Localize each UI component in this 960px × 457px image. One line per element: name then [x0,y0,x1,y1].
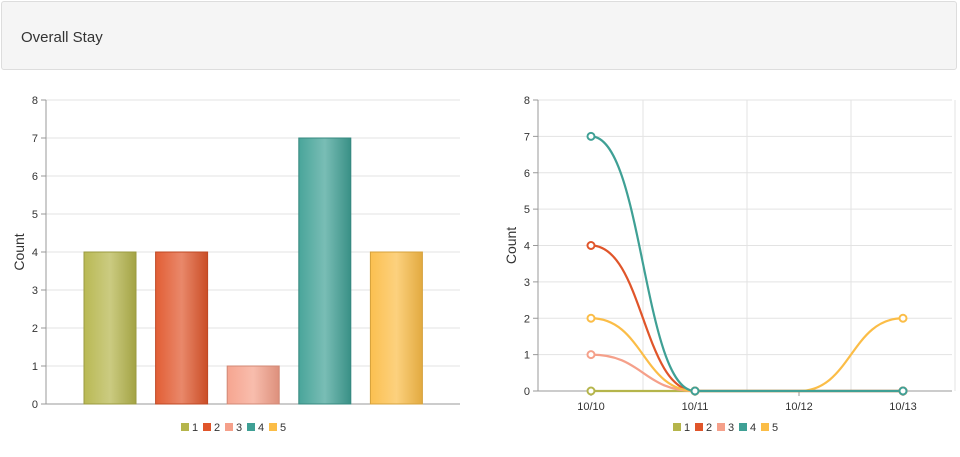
legend-swatch [739,423,747,431]
data-point [898,313,908,323]
y-tick-label: 6 [32,171,38,183]
y-tick-label: 5 [524,204,530,216]
y-tick-label: 1 [524,350,530,362]
y-tick-label: 2 [524,313,530,325]
data-point [586,313,596,323]
y-tick-label: 4 [524,241,530,253]
y-axis-title: Count [503,227,519,264]
legend-label: 3 [728,422,734,434]
legend-label: 4 [258,422,264,434]
panel-header: Overall Stay [1,1,957,70]
y-tick-label: 7 [32,133,38,145]
data-point [586,241,596,250]
bar [298,137,352,405]
legend-swatch [269,423,277,431]
y-tick-label: 4 [32,247,38,259]
x-tick-label: 10/13 [889,401,917,413]
bar [226,365,280,405]
legend-label: 3 [236,422,242,434]
legend-label: 2 [706,422,712,434]
legend-label: 1 [684,422,690,434]
data-point [586,386,596,396]
bar [83,251,137,405]
legend-label: 4 [750,422,756,434]
bar-chart: 0 1 2 3 4 5 6 7 8 Count 1 2 3 4 5 [11,95,460,434]
y-tick-label: 8 [524,95,530,107]
panel-title: Overall Stay [21,29,103,46]
legend-label: 5 [772,422,778,434]
data-point [898,386,908,396]
legend-swatch [203,423,211,431]
legend-swatch [225,423,233,431]
y-tick-label: 3 [524,277,530,289]
data-point [586,131,596,141]
data-point [690,386,700,396]
legend-swatch [717,423,725,431]
x-tick-label: 10/10 [577,401,605,413]
line-chart: 0 1 2 3 4 5 6 7 8 Count 10/10 10/11 10/12 10/13 1 2 3 4 5 [503,95,956,434]
y-tick-label: 6 [524,168,530,180]
legend-label: 2 [214,422,220,434]
legend-label: 1 [192,422,198,434]
x-tick-label: 10/12 [785,401,813,413]
bar [155,251,209,405]
data-point [586,350,596,360]
y-tick-label: 0 [32,399,38,411]
x-tick-label: 10/11 [682,401,709,413]
legend-label: 5 [280,422,286,434]
y-tick-label: 8 [32,95,38,107]
y-tick-label: 2 [32,323,38,335]
legend-swatch [761,423,769,431]
bar [369,251,423,405]
series-line [590,135,903,393]
legend-swatch [181,423,189,431]
y-axis-title: Count [11,233,27,270]
y-tick-label: 0 [524,386,530,398]
legend-swatch [673,423,681,431]
y-tick-label: 5 [32,209,38,221]
legend-swatch [695,423,703,431]
y-tick-label: 7 [524,131,530,143]
y-tick-label: 1 [32,361,38,373]
legend-swatch [247,423,255,431]
y-tick-label: 3 [32,285,38,297]
